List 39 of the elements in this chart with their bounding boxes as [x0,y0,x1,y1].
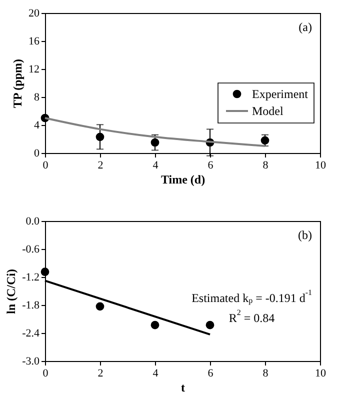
legend-label: Experiment [252,87,309,101]
point [40,268,50,276]
point [150,138,160,147]
x-tick-label: 10 [315,368,326,380]
x-tick-label: 4 [152,160,159,172]
point [96,302,104,311]
y-axis-title: TP (ppm) [10,58,24,108]
x-tick-label: 10 [315,160,326,172]
x-tick-label: 8 [262,368,269,380]
y-tick-label: -0.6 [22,244,40,256]
x-tick-label: 2 [98,160,104,172]
y-tick-label: 4 [34,120,40,132]
annotation: (b) [298,228,312,242]
y-tick-label: 0 [34,148,40,160]
y-tick-label: 8 [34,92,40,104]
x-tick-label: 8 [262,160,269,172]
annotation: (a) [298,20,312,34]
x-tick-label: 6 [208,160,214,172]
y-tick-label: 12 [28,64,40,76]
x-tick-label: 2 [98,368,104,380]
point [150,320,160,330]
legend-label: Model [252,104,284,118]
x-tick-label: 0 [42,160,49,172]
x-tick-label: 4 [152,368,159,380]
point [260,136,270,145]
x-axis-title: t [181,380,185,394]
y-tick-label: 16 [28,36,40,48]
y-tick-label: -2.4 [22,328,40,340]
y-tick-label: -1.2 [22,272,40,284]
y-tick-label: -3.0 [22,356,40,368]
y-tick-label: 0.0 [26,216,40,228]
x-tick-label: 6 [208,368,214,380]
point [96,132,104,142]
y-tick-label: 20 [28,8,40,20]
y-axis-title: ln (C/Ci) [4,268,18,314]
x-axis-title: Time (d) [160,172,206,186]
point [206,320,214,330]
x-tick-label: 0 [42,368,49,380]
y-tick-label: -1.8 [22,300,40,312]
